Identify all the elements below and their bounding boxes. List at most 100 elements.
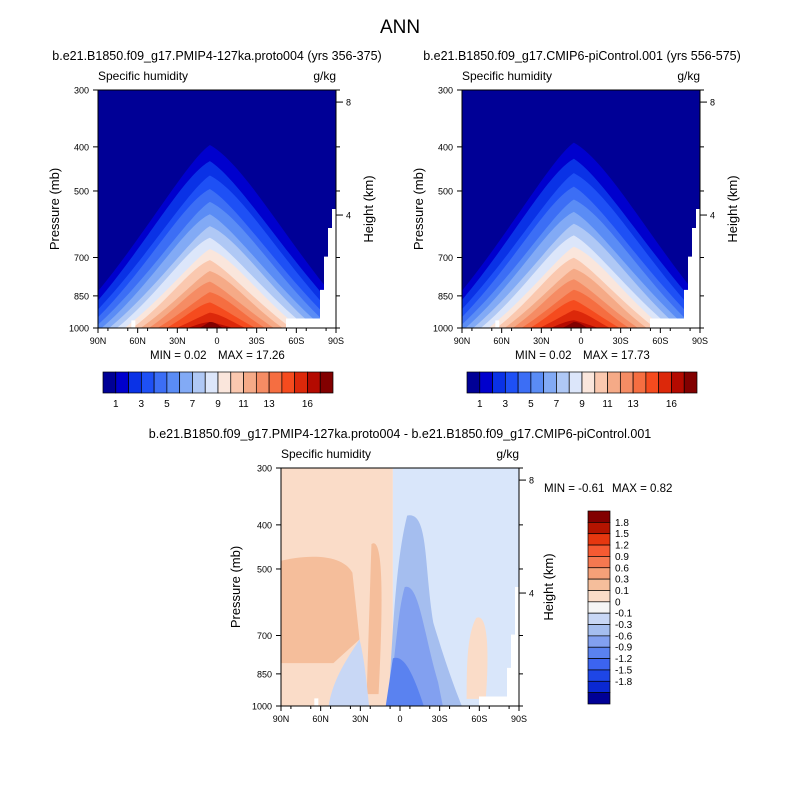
colorbar-swatch bbox=[587, 658, 611, 671]
variable-label: Specific humidity bbox=[281, 447, 371, 461]
colorbar-swatch bbox=[466, 371, 481, 394]
y-tick-label: 400 bbox=[74, 142, 89, 152]
y-tick-label: 500 bbox=[257, 564, 272, 574]
colorbar-swatch bbox=[504, 371, 519, 394]
x-tick-label: 60N bbox=[312, 714, 329, 724]
colorbar-label: 9 bbox=[215, 399, 221, 410]
panel-title: b.e21.B1850.f09_g17.PMIP4-127ka.proto004… bbox=[52, 49, 381, 63]
units-label: g/kg bbox=[496, 447, 519, 461]
colorbar-label: 0.6 bbox=[615, 563, 629, 574]
colorbar-swatch bbox=[587, 624, 611, 637]
units-label: g/kg bbox=[677, 69, 700, 83]
colorbar-swatch bbox=[587, 567, 611, 580]
x-tick-label: 30S bbox=[613, 336, 629, 346]
colorbar-swatch bbox=[543, 371, 557, 394]
panel-difference: b.e21.B1850.f09_g17.PMIP4-127ka.proto004… bbox=[149, 427, 673, 724]
colorbar-swatch bbox=[517, 371, 532, 394]
contour-band bbox=[466, 617, 488, 699]
colorbar-swatch bbox=[587, 635, 611, 648]
missing-data bbox=[131, 320, 136, 328]
contour-band bbox=[176, 312, 246, 328]
colorbar-swatch bbox=[587, 669, 611, 682]
y-tick-label: 1000 bbox=[252, 702, 272, 712]
colorbar-label: 1.8 bbox=[615, 518, 629, 529]
colorbar-swatch bbox=[581, 371, 596, 394]
colorbar-swatch bbox=[530, 371, 545, 394]
colorbar-swatch bbox=[230, 371, 244, 394]
colorbar-label: -0.1 bbox=[615, 609, 633, 620]
colorbar-swatch bbox=[645, 371, 660, 394]
x-tick-label: 0 bbox=[397, 714, 402, 724]
contour-band bbox=[198, 321, 224, 328]
colorbar-label: -1.5 bbox=[615, 665, 633, 676]
colorbar-swatch bbox=[556, 371, 570, 394]
colorbar-swatch bbox=[281, 371, 296, 394]
axes: 300 400 500 700 850 1000 8 4 90N 60N 30N 0 30S 60S 90S bbox=[252, 464, 534, 725]
colorbar-swatch bbox=[607, 371, 621, 394]
contour-field bbox=[98, 90, 336, 328]
colorbar-swatch bbox=[217, 371, 232, 394]
x-tick-label: 60S bbox=[288, 336, 304, 346]
colorbar-swatch bbox=[587, 612, 611, 625]
colorbar-label: 7 bbox=[554, 399, 560, 410]
colorbar-swatch bbox=[102, 371, 117, 394]
colorbar-label: 9 bbox=[579, 399, 585, 410]
colorbar-swatch bbox=[594, 371, 608, 394]
panel-pmip4: b.e21.B1850.f09_g17.PMIP4-127ka.proto004… bbox=[47, 49, 382, 410]
y-tick-label: 400 bbox=[438, 142, 453, 152]
x-tick-label: 30N bbox=[533, 336, 550, 346]
colorbar-swatch bbox=[587, 590, 611, 603]
colorbar-label: 16 bbox=[302, 399, 314, 410]
colorbar-label: 13 bbox=[264, 399, 276, 410]
colorbar-swatch bbox=[115, 371, 129, 394]
panel-title: b.e21.B1850.f09_g17.PMIP4-127ka.proto004… bbox=[149, 427, 651, 441]
colorbar: 1 3 5 7 9 11 13 16 bbox=[466, 371, 698, 410]
contour-field bbox=[281, 468, 519, 706]
missing-data bbox=[650, 209, 700, 328]
missing-data bbox=[286, 209, 336, 328]
x-tick-label: 90N bbox=[454, 336, 471, 346]
y-tick-label: 850 bbox=[438, 291, 453, 301]
colorbar-label: 1.5 bbox=[615, 529, 629, 540]
colorbar-swatch bbox=[204, 371, 219, 394]
colorbar: 1.81.51.20.90.60.30.10-0.1-0.3-0.6-0.9-1… bbox=[587, 510, 633, 705]
y-right-tick-label: 8 bbox=[529, 476, 534, 486]
colorbar-swatch bbox=[587, 578, 611, 591]
colorbar-label: 3 bbox=[139, 399, 145, 410]
colorbar-swatch bbox=[492, 371, 506, 394]
colorbar-label: 16 bbox=[666, 399, 678, 410]
min-text: MIN = -0.61 bbox=[544, 483, 604, 495]
x-tick-label: 0 bbox=[578, 336, 583, 346]
panel-title: b.e21.B1850.f09_g17.CMIP6-piControl.001 … bbox=[423, 49, 741, 63]
y-tick-label: 500 bbox=[74, 186, 89, 196]
colorbar-label: -1.8 bbox=[615, 677, 633, 688]
colorbar: 1 3 5 7 9 11 13 16 bbox=[102, 371, 334, 410]
colorbar-swatch bbox=[587, 646, 611, 659]
y-tick-label: 700 bbox=[257, 631, 272, 641]
axes: 300 400 500 700 850 1000 8 4 90N 60N 30N 0 30S 60S 90S bbox=[433, 86, 715, 347]
x-tick-label: 60N bbox=[129, 336, 146, 346]
colorbar-swatch bbox=[166, 371, 181, 394]
x-tick-label: 30S bbox=[432, 714, 448, 724]
x-tick-label: 90S bbox=[328, 336, 344, 346]
min-text: MIN = 0.02 bbox=[515, 350, 572, 362]
colorbar-label: 0.1 bbox=[615, 586, 629, 597]
colorbar-label: -0.3 bbox=[615, 620, 633, 631]
y-tick-label: 500 bbox=[438, 186, 453, 196]
colorbar-swatch bbox=[587, 692, 611, 705]
min-text: MIN = 0.02 bbox=[150, 350, 207, 362]
colorbar-label: 1.2 bbox=[615, 541, 629, 552]
variable-label: Specific humidity bbox=[98, 69, 188, 83]
y-right-tick-label: 4 bbox=[710, 211, 715, 221]
colorbar-label: 0.3 bbox=[615, 575, 629, 586]
x-tick-label: 30N bbox=[169, 336, 186, 346]
colorbar-label: -1.2 bbox=[615, 654, 633, 665]
x-tick-label: 0 bbox=[214, 336, 219, 346]
missing-data bbox=[495, 320, 500, 328]
colorbar-swatch bbox=[479, 371, 493, 394]
colorbar-swatch bbox=[587, 510, 611, 523]
x-tick-label: 30S bbox=[249, 336, 265, 346]
y-right-tick-label: 4 bbox=[346, 211, 351, 221]
colorbar-swatch bbox=[587, 544, 611, 557]
